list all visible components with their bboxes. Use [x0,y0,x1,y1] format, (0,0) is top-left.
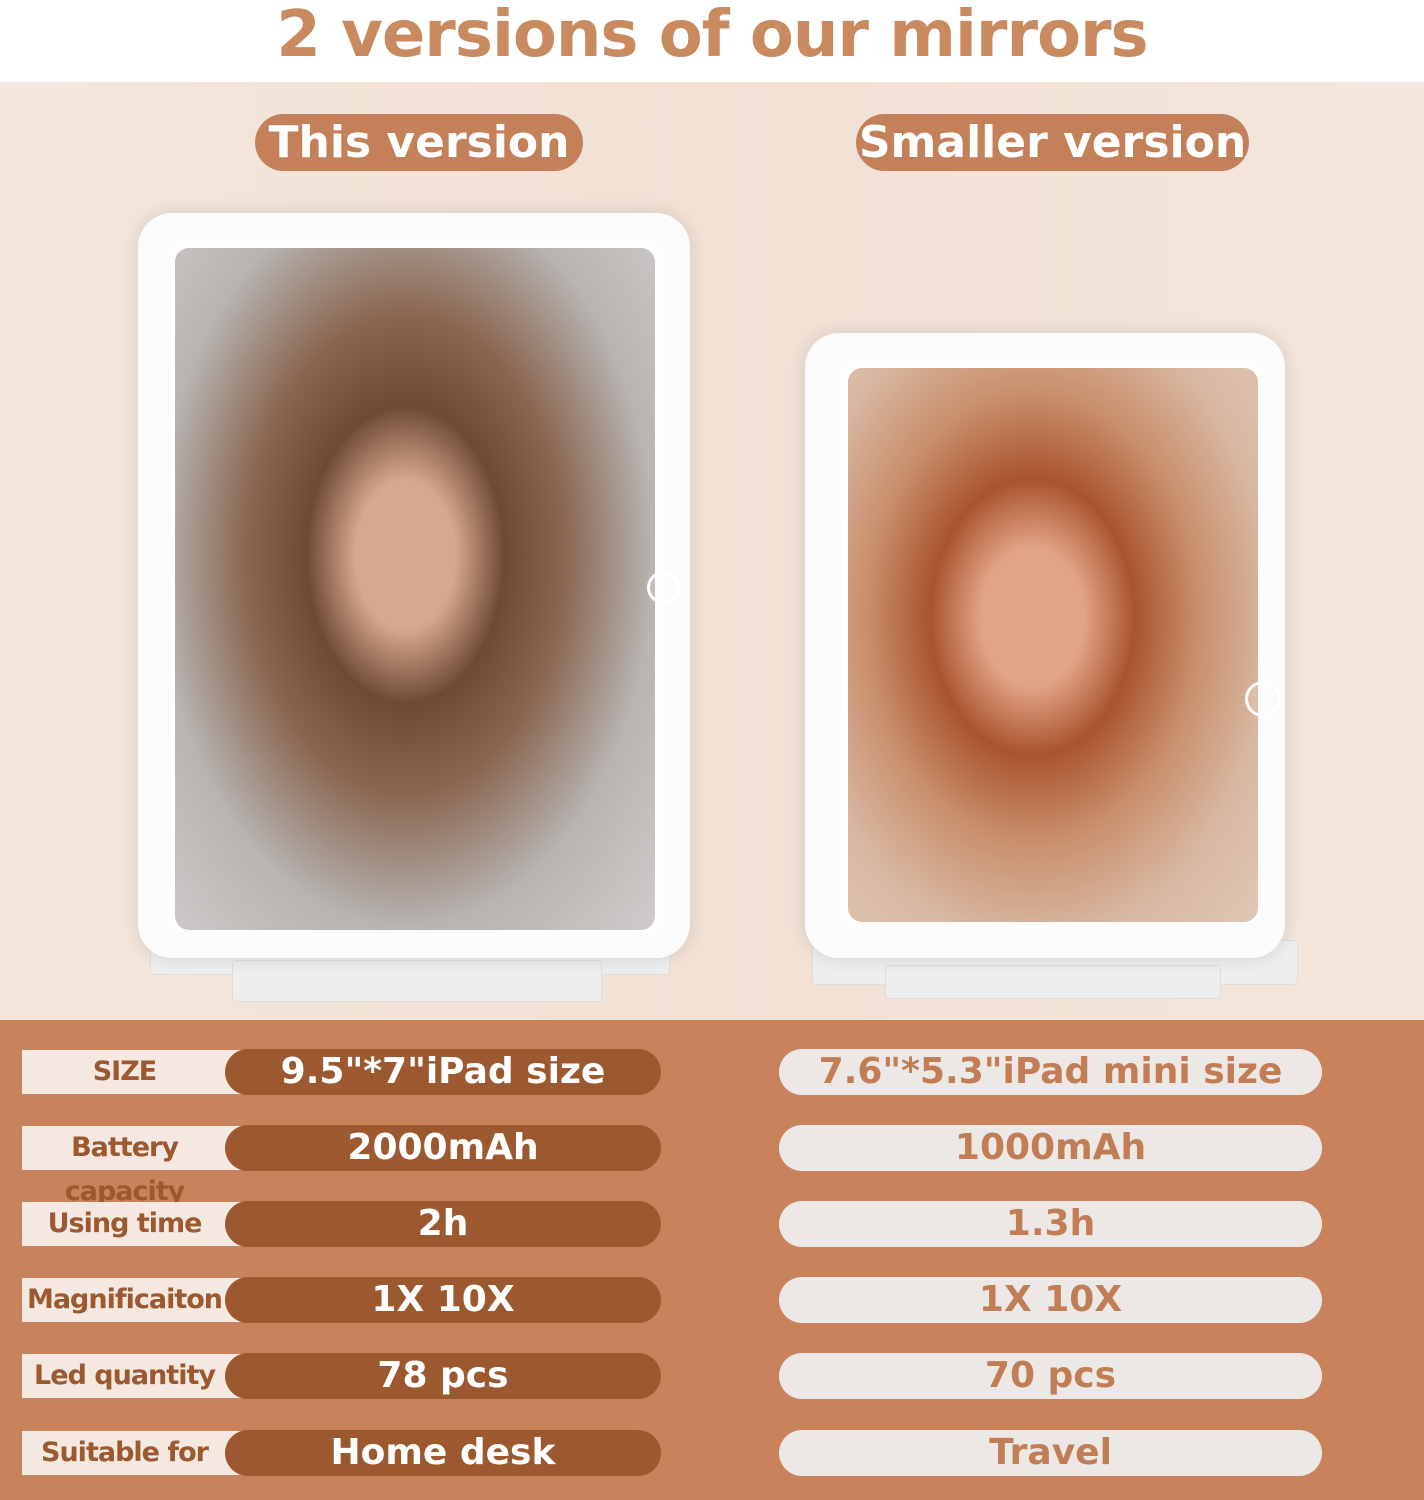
spec-value-this: 2000mAh [225,1125,661,1171]
model-photo-small [848,368,1258,922]
spec-value-smaller: 7.6"*5.3"iPad mini size [779,1049,1322,1095]
spec-value-smaller: 70 pcs [779,1353,1322,1399]
spec-value-this: 1X 10X [225,1277,661,1323]
touch-button-icon [647,571,680,604]
spec-value-this: 2h [225,1201,661,1247]
smaller-version-badge: Smaller version [856,114,1249,171]
spec-label-text: Led quantity [34,1360,216,1391]
spec-value-smaller: Travel [779,1430,1322,1476]
spec-comparison-table [0,1020,1424,1500]
spec-value-this: 78 pcs [225,1353,661,1399]
spec-label-text: Using time [47,1208,203,1239]
spec-label-text: Battery capacity [64,1132,186,1207]
this-version-badge: This version [255,114,583,171]
spec-value-smaller: 1000mAh [779,1125,1322,1171]
spec-value-smaller: 1X 10X [779,1277,1322,1323]
spec-value-this: Home desk [225,1430,661,1476]
spec-value-smaller: 1.3h [779,1201,1322,1247]
spec-value-this: 9.5"*7"iPad size [225,1049,661,1095]
touch-button-icon [1245,681,1281,717]
model-photo [175,248,655,930]
spec-label-text: Suitable for [41,1437,209,1468]
mirror-stand [232,960,602,1002]
small-mirror-stand [885,965,1221,999]
spec-label-text: Magnificaiton [26,1284,223,1315]
page-title: 2 versions of our mirrors [0,0,1424,82]
spec-label-text: SIZE [92,1056,158,1087]
